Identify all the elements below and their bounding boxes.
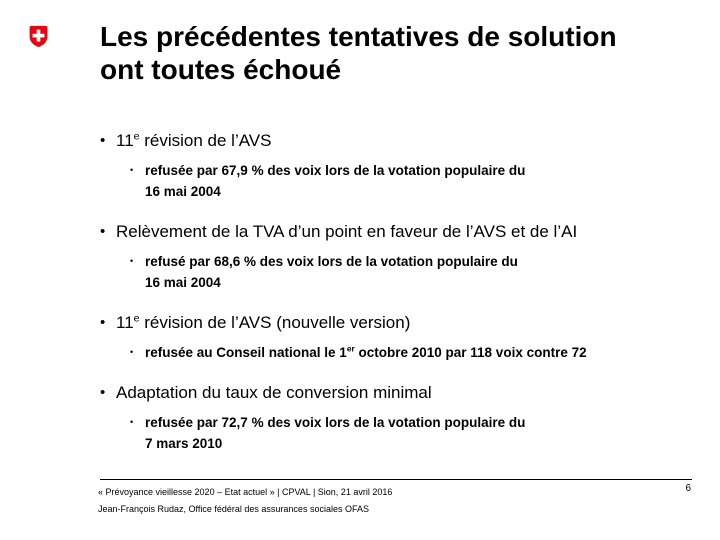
bullet-list: • 11e révision de l’AVS • refusée par 67…	[100, 131, 710, 474]
sub-bullet-text-2: refusé par 68,6 % des voix lors de la vo…	[145, 251, 518, 293]
sub-bullet-icon: •	[130, 417, 134, 427]
bullet-item-3: • 11e révision de l’AVS (nouvelle versio…	[100, 313, 710, 363]
sub-bullet-text-1: refusée par 67,9 % des voix lors de la v…	[145, 160, 525, 202]
sub-bullet-3-post: octobre 2010 par 118 voix contre 72	[354, 345, 587, 360]
sub-bullet-icon: •	[130, 256, 134, 266]
sub-bullet-icon: •	[130, 347, 134, 357]
footer: « Prévoyance vieillesse 2020 – Etat actu…	[98, 484, 392, 518]
sub-bullet-text-3: refusée au Conseil national le 1er octob…	[145, 342, 587, 363]
swiss-confederation-logo-icon	[29, 25, 48, 48]
bullet-text-1-sup: e	[133, 130, 140, 143]
sub-bullet-4-line-1: refusée par 72,7 % des voix lors de la v…	[145, 415, 526, 430]
footer-citation-line: « Prévoyance vieillesse 2020 – Etat actu…	[98, 487, 393, 497]
slide-title-line-2: ont toutes échoué	[100, 54, 342, 85]
bullet-main-3: • 11e révision de l’AVS (nouvelle versio…	[100, 313, 710, 333]
bullet-item-1: • 11e révision de l’AVS • refusée par 67…	[100, 131, 710, 202]
bullet-icon: •	[100, 223, 106, 240]
slide-title-line-1: Les précédentes tentatives de solution	[100, 21, 617, 52]
bullet-text-1: 11e révision de l’AVS	[116, 131, 271, 151]
bullet-text-3-sup: e	[133, 312, 140, 325]
bullet-main-4: • Adaptation du taux de conversion minim…	[100, 383, 710, 403]
footer-divider	[100, 479, 692, 480]
sub-bullet-text-4: refusée par 72,7 % des voix lors de la v…	[145, 412, 525, 454]
sub-bullet-4-line-2: 7 mars 2010	[145, 436, 223, 451]
bullet-item-2: • Relèvement de la TVA d’un point en fav…	[100, 222, 710, 293]
cross-horizontal	[32, 33, 45, 38]
sub-bullet-3-pre: refusée au Conseil national le 1	[145, 345, 347, 360]
sub-bullet-4: • refusée par 72,7 % des voix lors de la…	[130, 412, 710, 454]
bullet-main-1: • 11e révision de l’AVS	[100, 131, 710, 151]
sub-bullet-3-sup: er	[346, 343, 355, 354]
footer-author-line: Jean-François Rudaz, Office fédéral des …	[98, 504, 369, 514]
sub-bullet-2-line-1: refusé par 68,6 % des voix lors de la vo…	[145, 254, 518, 269]
bullet-main-2: • Relèvement de la TVA d’un point en fav…	[100, 222, 710, 242]
slide-title: Les précédentes tentatives de solution o…	[100, 20, 617, 86]
bullet-text-1-pre: 11	[116, 131, 134, 150]
bullet-icon: •	[100, 132, 106, 149]
bullet-text-3-pre: 11	[116, 313, 134, 332]
bullet-text-4: Adaptation du taux de conversion minimal	[116, 383, 432, 402]
bullet-icon: •	[100, 314, 106, 331]
bullet-text-1-post: révision de l’AVS	[139, 131, 272, 150]
bullet-text-3-post: révision de l’AVS (nouvelle version)	[139, 313, 411, 332]
bullet-item-4: • Adaptation du taux de conversion minim…	[100, 383, 710, 454]
bullet-text-3: 11e révision de l’AVS (nouvelle version)	[116, 313, 410, 333]
bullet-icon: •	[100, 384, 106, 401]
page-number: 6	[685, 483, 691, 494]
sub-bullet-2-line-2: 16 mai 2004	[145, 275, 221, 290]
sub-bullet-3: • refusée au Conseil national le 1er oct…	[130, 342, 710, 363]
sub-bullet-1-line-1: refusée par 67,9 % des voix lors de la v…	[145, 163, 526, 178]
sub-bullet-1: • refusée par 67,9 % des voix lors de la…	[130, 160, 710, 202]
sub-bullet-2: • refusé par 68,6 % des voix lors de la …	[130, 251, 710, 293]
sub-bullet-1-line-2: 16 mai 2004	[145, 184, 221, 199]
bullet-text-2: Relèvement de la TVA d’un point en faveu…	[116, 222, 578, 241]
sub-bullet-icon: •	[130, 165, 134, 175]
